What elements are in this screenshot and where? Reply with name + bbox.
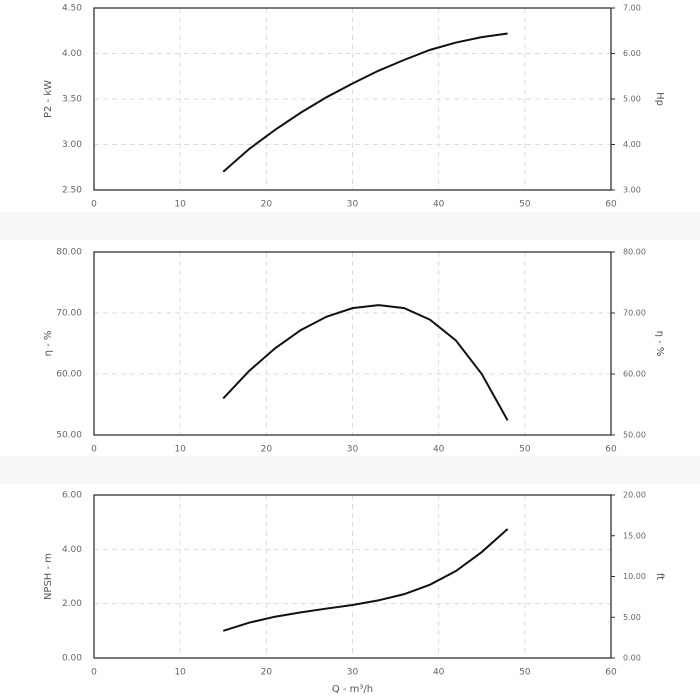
y2-tick-label: 70.00 [623,309,646,318]
x-tick-label: 40 [433,200,445,210]
y2-tick-label: 6.00 [623,49,641,58]
y2-tick-label: 50.00 [623,431,646,440]
y-tick-label: 4.50 [62,4,82,14]
y2-tick-label: 3.00 [623,186,641,195]
y2-tick-label: 60.00 [623,370,646,379]
y-axis-title: NPSH - m [43,553,54,600]
y-axis-title: P2 - kW [43,80,54,118]
y2-tick-label: 20.00 [623,491,646,500]
y-tick-label: 2.50 [62,186,82,196]
y2-axis-title: Hp [654,92,665,106]
curve [222,32,508,173]
y-axis-title: η - % [43,331,54,357]
y-tick-label: 4.00 [62,545,82,555]
y-tick-label: 2.00 [62,599,82,609]
x-tick-label: 40 [433,668,445,678]
x-tick-label: 20 [261,200,273,210]
y-tick-label: 6.00 [62,491,82,501]
x-tick-label: 30 [347,668,359,678]
y-tick-label: 0.00 [62,654,82,664]
x-tick-label: 0 [91,200,97,210]
x-tick-label: 50 [519,200,531,210]
x-tick-label: 0 [91,668,97,678]
y-tick-label: 3.50 [62,95,82,105]
x-tick-label: 30 [347,445,359,455]
plot-frame [93,7,612,191]
x-tick-label: 60 [605,445,617,455]
x-tick-label: 20 [261,668,273,678]
y2-axis-title: ft [654,573,665,580]
y-tick-label: 3.00 [62,140,82,150]
x-tick-label: 10 [174,445,186,455]
y2-tick-label: 0.00 [623,654,641,663]
x-tick-label: 40 [433,445,445,455]
x-tick-label: 10 [174,668,186,678]
y-tick-label: 80.00 [56,248,82,258]
separator [0,212,700,240]
x-tick-label: 10 [174,200,186,210]
x-tick-label: 20 [261,445,273,455]
x-tick-label: 60 [605,668,617,678]
separator [0,456,700,484]
y2-tick-label: 5.00 [623,95,641,104]
x-tick-label: 60 [605,200,617,210]
curve [222,528,509,632]
y2-tick-label: 10.00 [623,572,646,581]
x-axis-title: Q - m³/h [332,684,373,695]
y2-tick-label: 7.00 [623,4,641,13]
curve [222,304,509,421]
x-tick-label: 30 [347,200,359,210]
y2-tick-label: 5.00 [623,613,641,622]
plot-frame [93,251,612,436]
plot-frame [93,494,612,659]
y-tick-label: 50.00 [56,431,82,441]
y-tick-label: 4.00 [62,49,82,59]
x-tick-label: 0 [91,445,97,455]
y2-tick-label: 4.00 [623,140,641,149]
y2-tick-label: 80.00 [623,248,646,257]
x-tick-label: 50 [519,668,531,678]
y-tick-label: 60.00 [56,370,82,380]
y2-axis-title: η - % [654,331,665,357]
y2-tick-label: 15.00 [623,531,646,540]
y-tick-label: 70.00 [56,309,82,319]
x-tick-label: 50 [519,445,531,455]
